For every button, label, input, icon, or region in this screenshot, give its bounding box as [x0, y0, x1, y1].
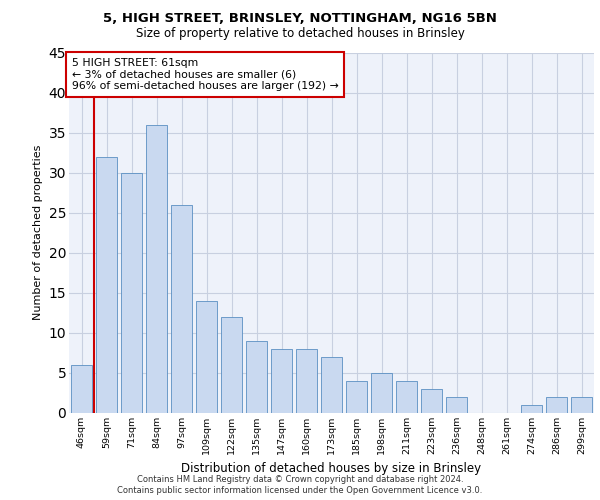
Bar — [371, 372, 392, 412]
Bar — [121, 172, 142, 412]
Bar — [571, 396, 592, 412]
Bar — [96, 156, 117, 412]
Bar — [396, 380, 417, 412]
Bar — [146, 124, 167, 412]
Bar — [446, 396, 467, 412]
Bar — [246, 340, 267, 412]
Bar — [196, 300, 217, 412]
Bar — [421, 388, 442, 412]
Bar — [546, 396, 567, 412]
Bar — [71, 364, 92, 412]
Text: 5 HIGH STREET: 61sqm
← 3% of detached houses are smaller (6)
96% of semi-detache: 5 HIGH STREET: 61sqm ← 3% of detached ho… — [71, 58, 338, 91]
Text: Size of property relative to detached houses in Brinsley: Size of property relative to detached ho… — [136, 28, 464, 40]
Bar — [221, 316, 242, 412]
Bar — [521, 404, 542, 412]
Text: Contains HM Land Registry data © Crown copyright and database right 2024.: Contains HM Land Registry data © Crown c… — [137, 475, 463, 484]
Y-axis label: Number of detached properties: Number of detached properties — [33, 145, 43, 320]
Bar — [271, 348, 292, 412]
Bar — [346, 380, 367, 412]
Text: Contains public sector information licensed under the Open Government Licence v3: Contains public sector information licen… — [118, 486, 482, 495]
Bar — [296, 348, 317, 412]
Text: 5, HIGH STREET, BRINSLEY, NOTTINGHAM, NG16 5BN: 5, HIGH STREET, BRINSLEY, NOTTINGHAM, NG… — [103, 12, 497, 26]
X-axis label: Distribution of detached houses by size in Brinsley: Distribution of detached houses by size … — [181, 462, 482, 475]
Bar — [321, 356, 342, 412]
Bar — [171, 204, 192, 412]
